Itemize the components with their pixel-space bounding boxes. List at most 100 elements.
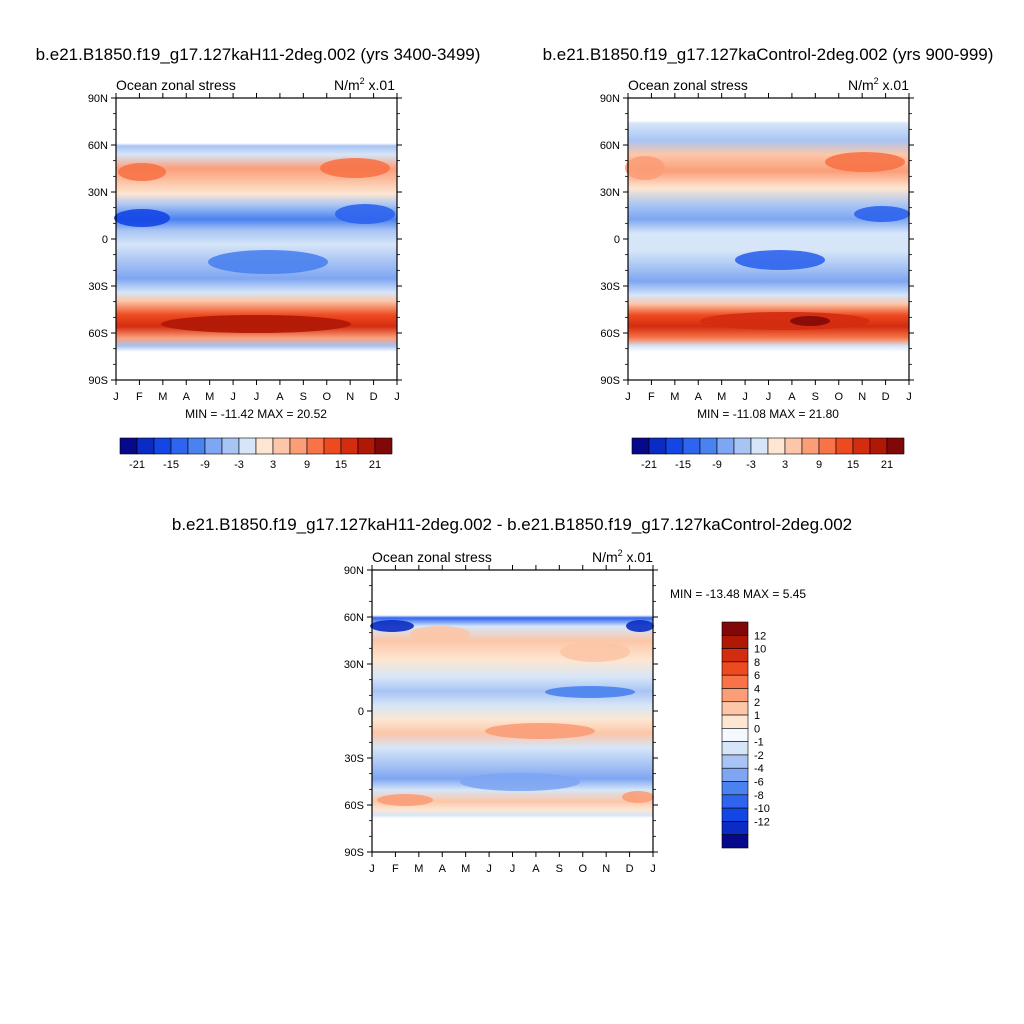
panel-1-title: b.e21.B1850.f19_g17.127kaH11-2deg.002 (y… [36,45,481,64]
x-tick-label: D [882,391,890,403]
x-tick-label: A [695,391,703,403]
colorbar-swatch [721,661,749,676]
panel-3-units-tail: x.01 [623,549,654,565]
colorbar-swatch [136,437,155,455]
x-tick-label: O [578,863,587,875]
colorbar-swatch [721,781,749,796]
colorbar-swatch [767,437,786,455]
y-tick-label: 60N [344,612,364,624]
x-tick-label: A [788,391,796,403]
x-tick-label: N [858,391,866,403]
x-tick-label: J [742,391,748,403]
colorbar-swatch [869,437,888,455]
y-tick-label: 90N [600,93,620,105]
colorbar-swatch [721,728,749,742]
x-tick-label: A [532,863,540,875]
colorbar-swatch [721,807,749,822]
x-tick-label: J [394,391,400,403]
colorbar-swatch [721,821,749,836]
x-tick-label: J [906,391,912,403]
panel-3-units-exp: 2 [618,548,623,558]
panel-1-left-label: Ocean zonal stress [116,77,236,93]
colorbar-label: 9 [816,459,822,471]
colorbar-label: 12 [754,630,766,642]
colorbar-swatch [721,754,749,769]
y-tick-label: 30N [600,187,620,199]
panel-3-units-base: N/m [592,549,618,565]
x-tick-label: J [369,863,375,875]
panel-3-blob-se-max [622,791,654,803]
colorbar-swatch [255,437,274,455]
colorbar-swatch [699,437,718,455]
colorbar-label: -4 [754,763,764,775]
colorbar-label: 21 [369,459,381,471]
panel-3: b.e21.B1850.f19_g17.127kaH11-2deg.002 - … [172,515,852,875]
x-tick-label: D [370,391,378,403]
panel-1-contour-blobs [114,158,395,333]
y-tick-label: 90S [88,375,108,387]
x-tick-label: M [717,391,726,403]
panel-1-plot-area [116,98,397,380]
panel-3-contour-blobs [370,620,654,806]
colorbar-label: -21 [641,459,657,471]
colorbar-label: -12 [754,816,770,828]
colorbar-swatch [886,437,905,455]
y-tick-label: 90N [344,565,364,577]
colorbar-swatch [721,794,749,809]
panel-3-blob-ne-min [626,620,654,632]
panel-2-blob-south-min [735,250,825,270]
panel-3-blob-nw-max [410,626,470,642]
colorbar-label: -1 [754,737,764,749]
colorbar-swatch [187,437,206,455]
colorbar-label: 15 [847,459,859,471]
x-tick-label: N [346,391,354,403]
colorbar-swatch [631,437,650,455]
panel-1-units-exp: 2 [360,76,365,86]
colorbar-label: 2 [754,697,760,709]
colorbar-label: 15 [335,459,347,471]
x-tick-label: S [556,863,563,875]
colorbar-swatch [721,688,749,703]
colorbar-swatch [357,437,376,455]
x-tick-label: M [670,391,679,403]
panel-2-units: N/m2 x.01 [848,76,909,93]
panel-2-title: b.e21.B1850.f19_g17.127kaControl-2deg.00… [543,45,994,64]
x-tick-label: J [113,391,119,403]
y-tick-label: 60N [88,140,108,152]
panel-3-y-axis: 90N 60N 30N 0 30S 60S 90S [344,565,658,859]
y-tick-label: 0 [102,234,108,246]
panel-2-blob-jet-peak [790,316,830,326]
panel-1-units: N/m2 x.01 [334,76,395,93]
x-tick-label: F [136,391,143,403]
panel-2-left-label: Ocean zonal stress [628,77,748,93]
panel-2-contour-blobs [625,152,910,330]
y-tick-label: 30N [88,187,108,199]
panel-2-units-tail: x.01 [879,77,910,93]
colorbar-label: -9 [712,459,722,471]
x-tick-label: J [650,863,656,875]
x-tick-label: A [276,391,284,403]
x-tick-label: M [461,863,470,875]
colorbar-label: -10 [754,803,770,815]
colorbar-label: 3 [270,459,276,471]
colorbar-label: 21 [881,459,893,471]
colorbar-swatch [801,437,820,455]
colorbar-label: 8 [754,657,760,669]
x-tick-label: J [230,391,236,403]
panel-3-blob-eq-max [485,723,595,739]
panel-2-blob-ne-max [825,152,905,172]
panel-3-plot-area [372,570,653,852]
colorbar-swatch [721,834,749,849]
colorbar-swatch [204,437,223,455]
colorbar-swatch [119,437,138,455]
colorbar-swatch [721,621,749,636]
panel-1-blob-east-min [335,204,395,224]
y-tick-label: 90S [344,847,364,859]
y-tick-label: 90N [88,93,108,105]
colorbar-label: 6 [754,670,760,682]
panel-3-blob-south-min [460,773,580,791]
colorbar-swatch [648,437,667,455]
colorbar-swatch [221,437,240,455]
panel-3-minmax: MIN = -13.48 MAX = 5.45 [670,587,806,601]
